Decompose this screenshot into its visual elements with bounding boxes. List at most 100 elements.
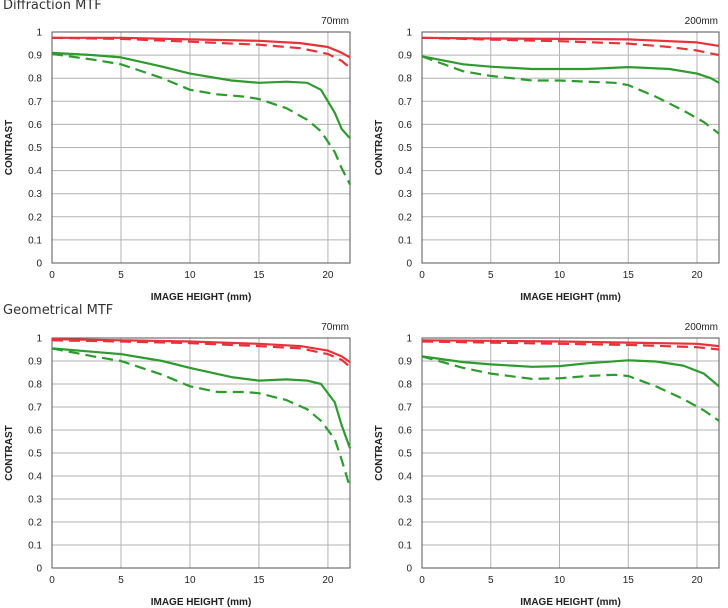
y-axis-title: CONTRAST <box>374 425 385 481</box>
y-tick-label: 0.6 <box>398 426 412 437</box>
focal-length-label: 200mm <box>685 322 718 333</box>
x-tick-label: 0 <box>49 575 55 586</box>
y-tick-label: 0.5 <box>28 143 42 154</box>
focal-length-label: 70mm <box>321 16 349 27</box>
y-tick-label: 0.5 <box>28 449 42 460</box>
y-tick-label: 0.2 <box>28 212 42 223</box>
y-tick-label: 0.8 <box>398 380 412 391</box>
x-tick-label: 0 <box>419 575 425 586</box>
x-tick-label: 10 <box>184 575 196 586</box>
y-tick-label: 0.6 <box>28 426 42 437</box>
focal-length-label: 200mm <box>685 16 718 27</box>
section-title-geometrical: Geometrical MTF <box>3 303 114 318</box>
x-tick-label: 15 <box>253 575 265 586</box>
series-line-red-solid <box>421 339 720 348</box>
y-tick-label: 0.1 <box>398 235 412 246</box>
x-tick-label: 20 <box>691 270 703 281</box>
x-axis-title: IMAGE HEIGHT (mm) <box>151 597 252 608</box>
x-tick-label: 20 <box>322 270 334 281</box>
x-tick-label: 20 <box>322 575 334 586</box>
series-line-green-solid <box>51 347 352 449</box>
x-tick-label: 15 <box>623 575 635 586</box>
series-line-green-solid <box>421 355 720 388</box>
y-tick-label: 0.4 <box>28 166 42 177</box>
y-axis-title: CONTRAST <box>4 425 15 481</box>
y-tick-label: 1 <box>406 334 412 345</box>
x-tick-label: 5 <box>488 575 494 586</box>
y-tick-label: 0.8 <box>28 380 42 391</box>
y-axis-title: CONTRAST <box>374 120 385 176</box>
series-line-red-dashed <box>421 36 720 57</box>
y-tick-label: 0 <box>36 259 42 270</box>
y-tick-label: 0.8 <box>398 74 412 85</box>
chart-3: 00.10.20.30.40.50.60.70.80.910 5 10 15 20200… <box>374 322 720 608</box>
y-tick-label: 0.3 <box>28 495 42 506</box>
y-axis-title: CONTRAST <box>4 120 15 176</box>
plot-frame <box>421 337 720 569</box>
series-line-red-dashed <box>421 340 720 351</box>
y-tick-label: 0.7 <box>28 403 42 414</box>
series-line-red-dashed <box>51 36 351 69</box>
chart-2: 00.10.20.30.40.50.60.70.80.910 5 10 15 2070m… <box>4 322 352 608</box>
series-line-green-solid <box>51 51 351 140</box>
chart-1: 00.10.20.30.40.50.60.70.80.910 5 10 15 20200… <box>374 16 720 303</box>
y-tick-label: 0 <box>406 259 412 270</box>
y-tick-label: 0.2 <box>398 212 412 223</box>
series-line-green-solid <box>421 55 720 84</box>
y-tick-label: 0.3 <box>398 495 412 506</box>
plot-frame <box>51 31 351 264</box>
y-tick-label: 0.4 <box>398 166 412 177</box>
y-tick-label: 0 <box>406 564 412 575</box>
y-tick-label: 0.6 <box>28 120 42 131</box>
series-line-red-dashed <box>51 339 351 368</box>
y-tick-label: 0.1 <box>398 541 412 552</box>
x-tick-label: 0 <box>419 270 425 281</box>
x-axis-title: IMAGE HEIGHT (mm) <box>520 597 621 608</box>
section-title-diffraction: Diffraction MTF <box>3 0 102 13</box>
x-tick-label: 20 <box>691 575 703 586</box>
x-axis-title: IMAGE HEIGHT (mm) <box>151 292 252 303</box>
chart-0: 00.10.20.30.40.50.60.70.80.910 5 10 15 2070m… <box>4 16 351 303</box>
x-tick-label: 10 <box>554 575 566 586</box>
y-tick-label: 0 <box>36 564 42 575</box>
x-tick-label: 10 <box>554 270 566 281</box>
y-tick-label: 0.8 <box>28 74 42 85</box>
x-tick-label: 15 <box>623 270 635 281</box>
y-tick-label: 0.2 <box>398 518 412 529</box>
y-tick-label: 0.1 <box>28 541 42 552</box>
x-tick-label: 5 <box>118 270 124 281</box>
y-tick-label: 0.4 <box>398 472 412 483</box>
plot-frame <box>421 31 720 264</box>
x-tick-label: 10 <box>184 270 196 281</box>
y-tick-label: 0.3 <box>398 189 412 200</box>
y-tick-label: 0.9 <box>398 51 412 62</box>
y-tick-label: 0.7 <box>398 97 412 108</box>
y-tick-label: 0.2 <box>28 518 42 529</box>
focal-length-label: 70mm <box>321 322 349 333</box>
y-tick-label: 1 <box>36 28 42 39</box>
y-tick-label: 0.4 <box>28 472 42 483</box>
series-line-green-dashed <box>51 52 351 186</box>
series-line-green-dashed <box>421 55 720 135</box>
y-tick-label: 0.9 <box>28 51 42 62</box>
x-tick-label: 0 <box>49 270 55 281</box>
y-tick-label: 0.9 <box>28 357 42 368</box>
y-tick-label: 1 <box>36 334 42 345</box>
x-tick-label: 5 <box>488 270 494 281</box>
y-tick-label: 0.9 <box>398 357 412 368</box>
y-tick-label: 0.5 <box>398 449 412 460</box>
x-axis-title: IMAGE HEIGHT (mm) <box>520 292 621 303</box>
y-tick-label: 0.3 <box>28 189 42 200</box>
series-line-red-solid <box>51 338 351 364</box>
y-tick-label: 0.7 <box>398 403 412 414</box>
series-line-red-solid <box>52 36 351 59</box>
y-tick-label: 1 <box>406 28 412 39</box>
series-line-green-dashed <box>51 347 352 488</box>
y-tick-label: 0.5 <box>398 143 412 154</box>
x-tick-label: 15 <box>253 270 265 281</box>
plot-frame <box>51 337 351 569</box>
x-tick-label: 5 <box>118 575 124 586</box>
y-tick-label: 0.1 <box>28 235 42 246</box>
y-tick-label: 0.7 <box>28 97 42 108</box>
